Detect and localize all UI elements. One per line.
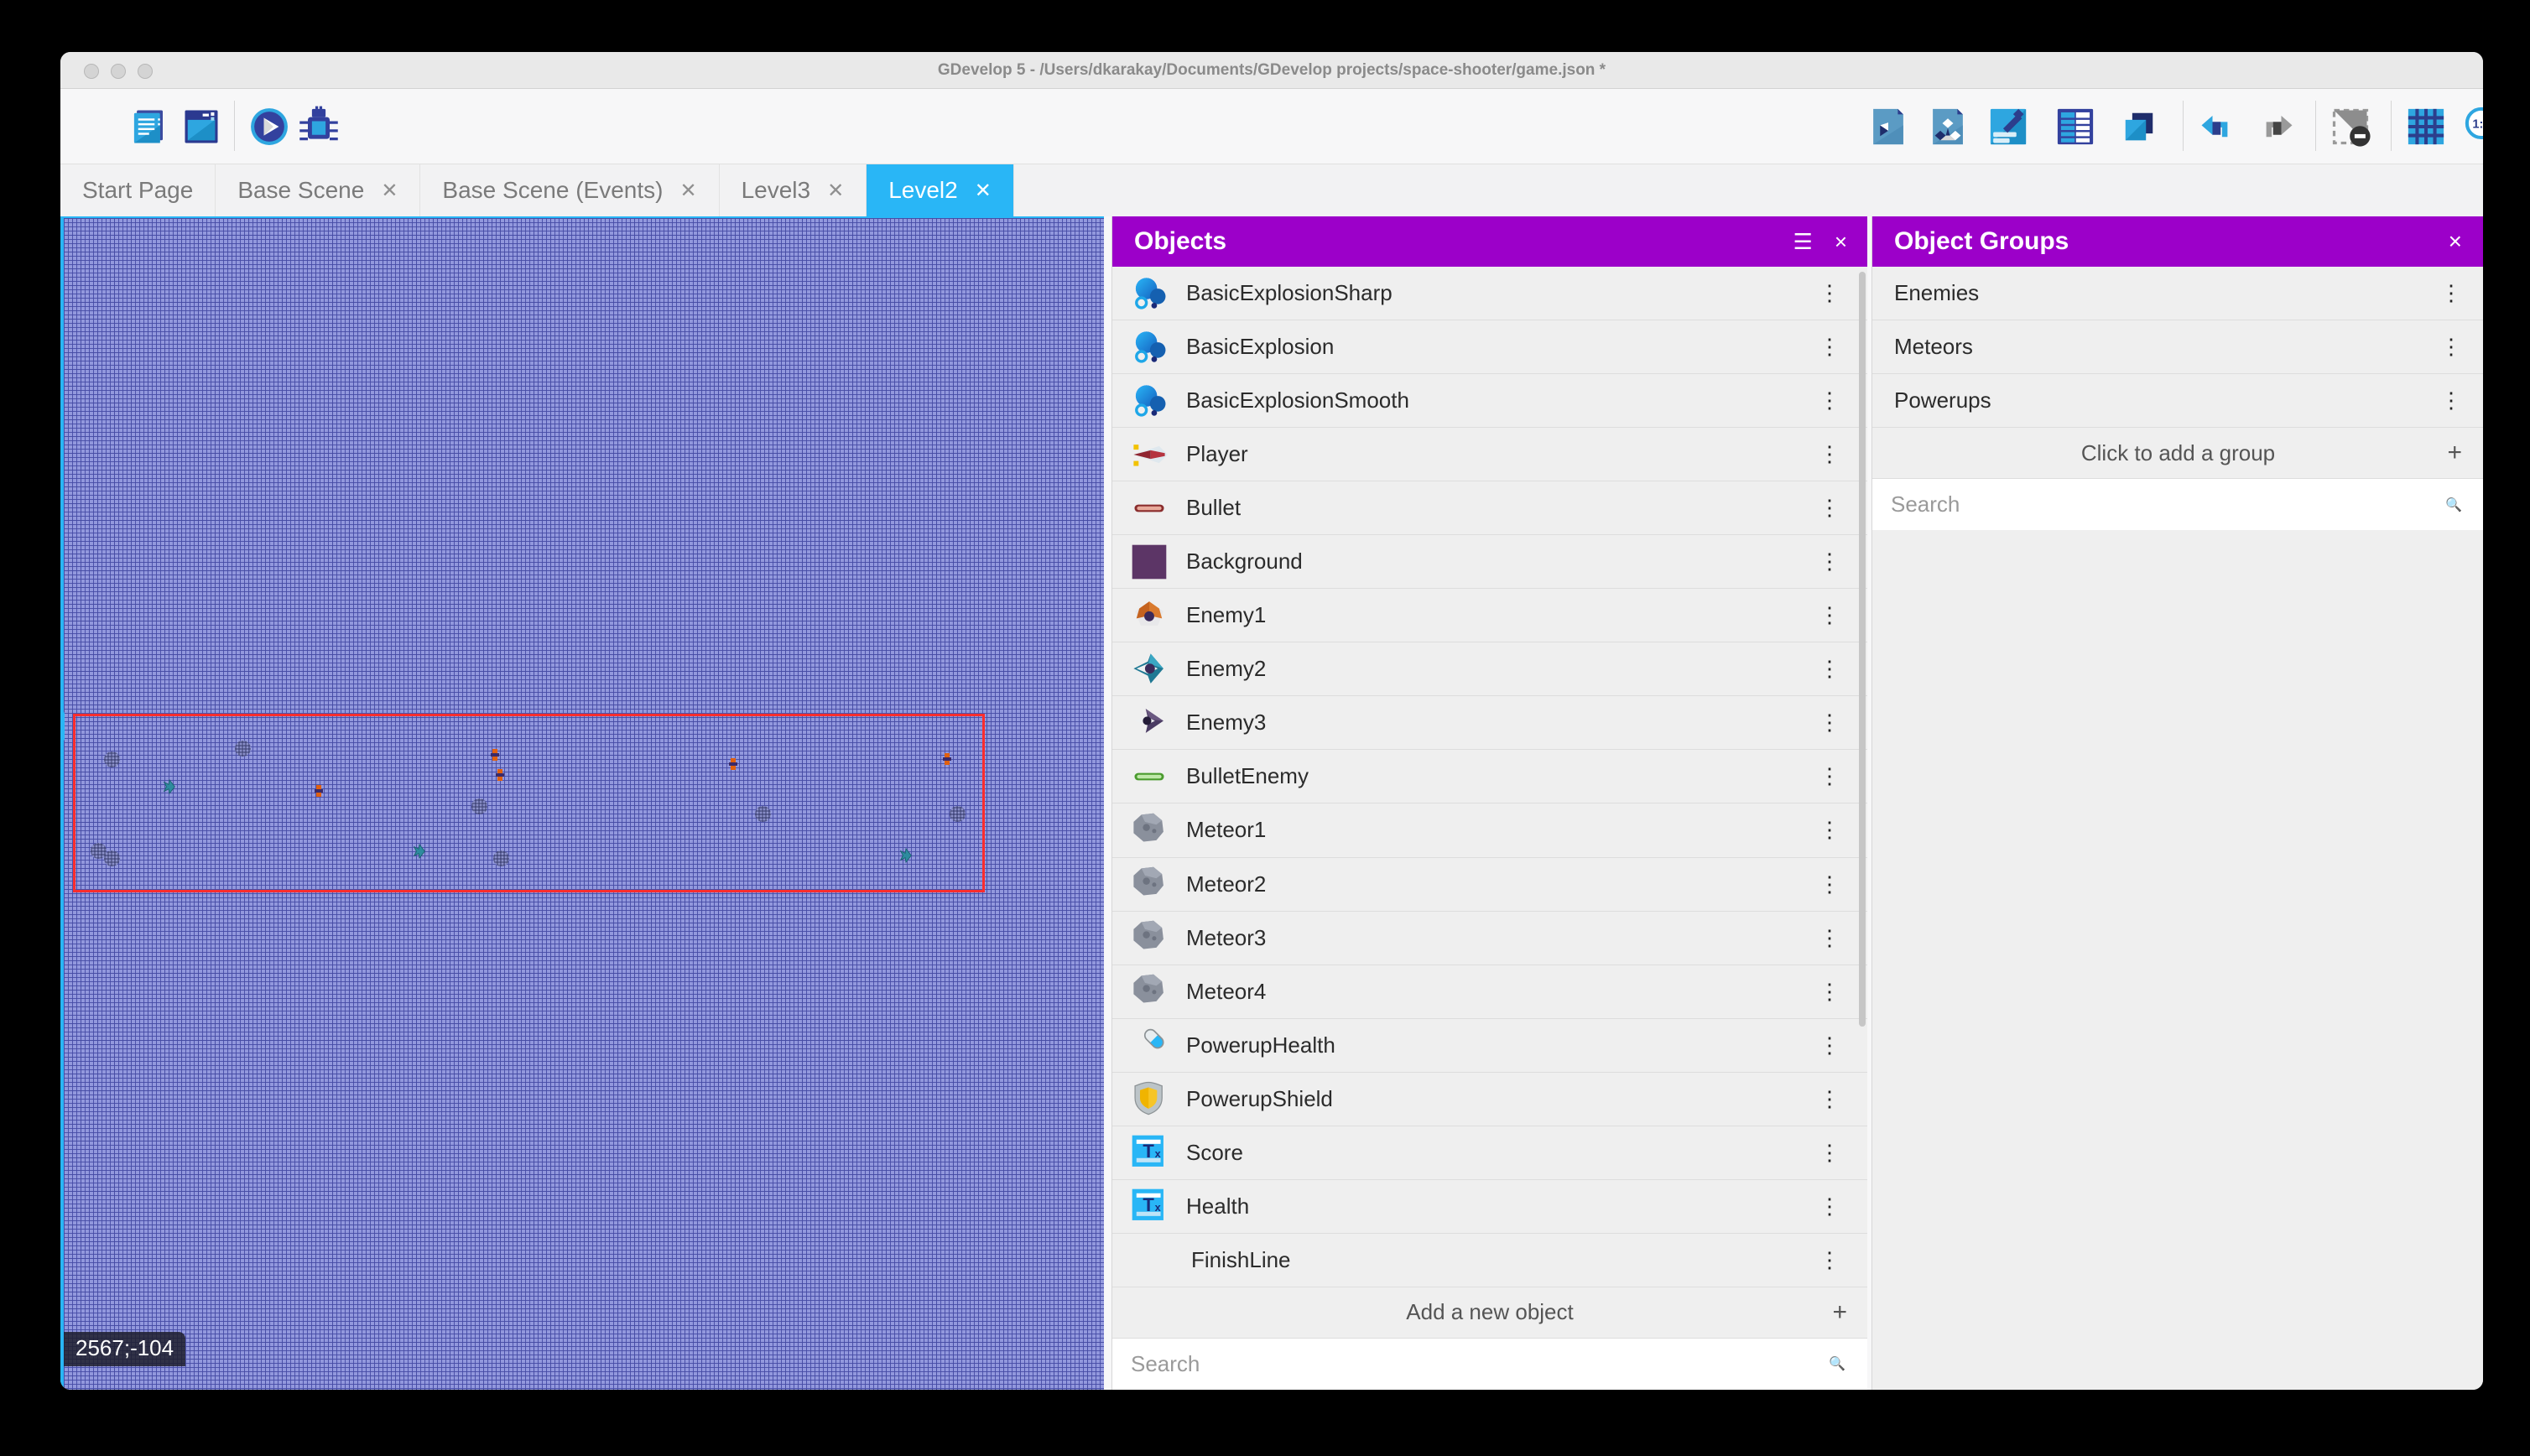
svg-text:1:1: 1:1 bbox=[2472, 118, 2483, 132]
